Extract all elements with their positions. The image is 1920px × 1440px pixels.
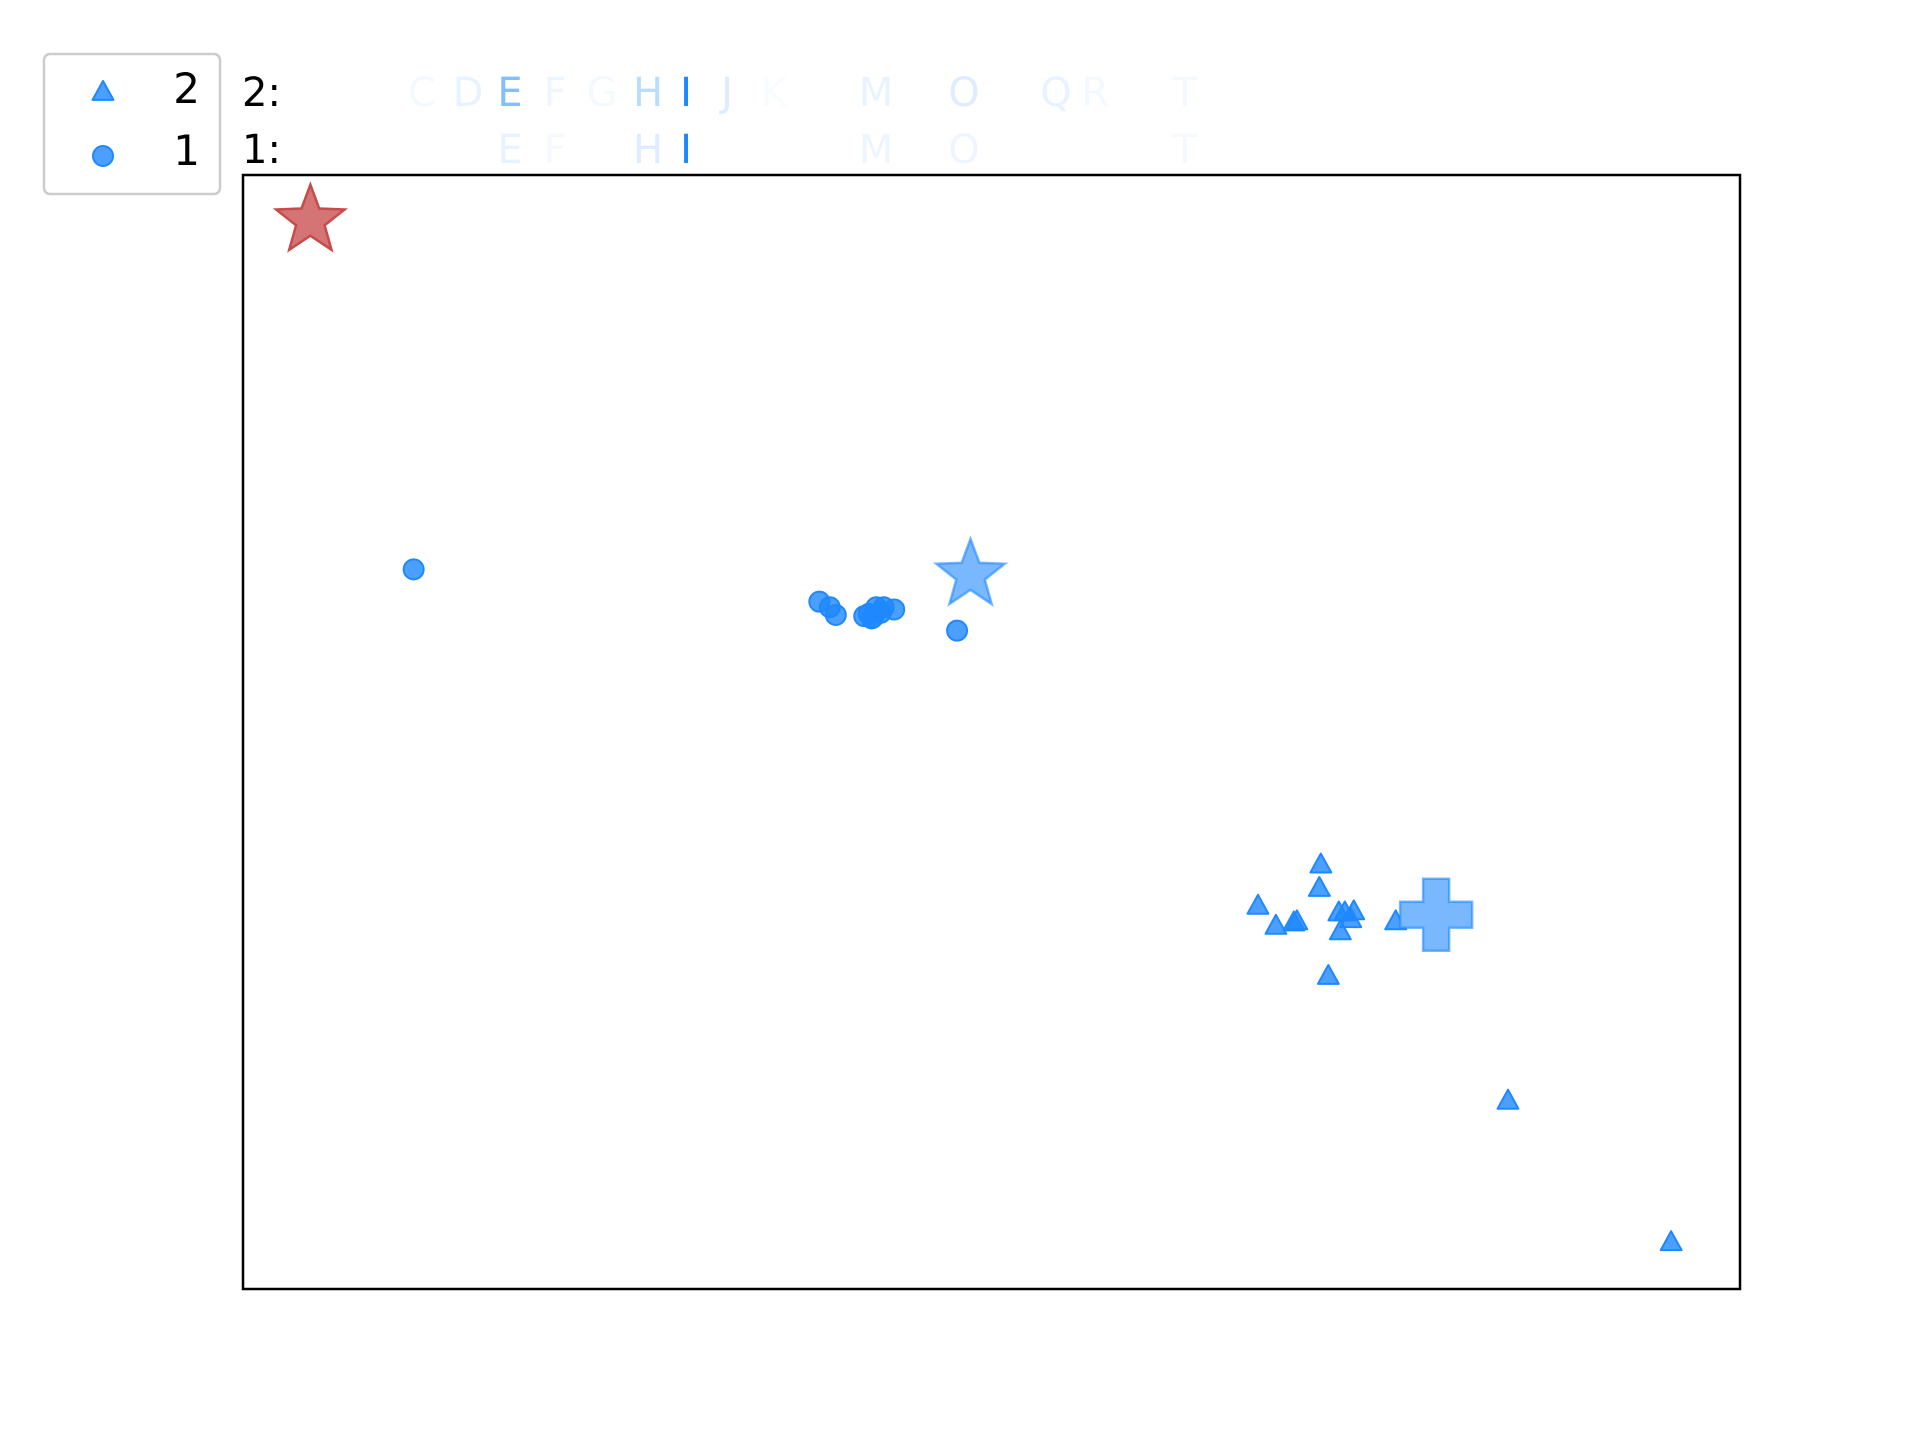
centroid-star-series-1 [932, 535, 1009, 608]
outlier-star-marker [272, 181, 349, 253]
letter-D: D [453, 70, 484, 116]
letter-O: O [948, 127, 979, 173]
legend-label-2: 2 [173, 64, 200, 113]
letter-T: T [1172, 127, 1198, 173]
data-point-series-2 [1307, 876, 1331, 897]
legend-box [42, 52, 222, 196]
letter-I: I [680, 127, 692, 173]
letter-row-label-2: 2: [242, 70, 281, 116]
plot-frame [241, 173, 1742, 1291]
letter-H: H [633, 127, 663, 173]
centroid-plus-series-2 [1398, 877, 1474, 952]
data-point-series-1 [402, 558, 425, 581]
legend-entry-1: 1 [92, 126, 200, 175]
data-point-series-2 [1264, 913, 1288, 935]
legend-label-1: 1 [173, 126, 200, 175]
data-point-series-1 [946, 619, 969, 642]
data-point-series-2 [1309, 852, 1333, 874]
data-points [402, 558, 1683, 1252]
letter-C: C [408, 70, 436, 116]
letter-R: R [1081, 70, 1109, 116]
legend-triangle-icon [91, 80, 115, 101]
legend-circle-icon [92, 145, 114, 167]
data-point-series-2 [1328, 919, 1352, 941]
data-point-series-2 [1246, 893, 1270, 915]
letter-M: M [859, 127, 894, 173]
data-point-series-2 [1659, 1230, 1683, 1252]
data-point-series-1 [862, 606, 885, 629]
letter-F: F [543, 127, 566, 173]
letter-H: H [633, 70, 663, 116]
letter-Q: Q [1040, 70, 1071, 116]
data-point-series-1 [824, 604, 847, 627]
letter-O: O [948, 70, 979, 116]
legend: 2 1 [42, 52, 222, 196]
data-point-series-1 [883, 598, 906, 621]
letter-E: E [497, 70, 522, 116]
data-point-series-2 [1496, 1088, 1520, 1110]
letter-M: M [859, 70, 894, 116]
data-point-series-2 [1316, 964, 1340, 985]
letter-E: E [497, 127, 522, 173]
letter-G: G [587, 70, 618, 116]
letter-K: K [761, 70, 789, 116]
outlier-markers [272, 181, 349, 253]
letter-F: F [543, 70, 566, 116]
centroid-markers [932, 535, 1474, 952]
letter-row-label-1: 1: [242, 127, 281, 173]
legend-entry-2: 2 [91, 64, 200, 113]
legend-marker-circle [92, 145, 114, 167]
letter-J: J [718, 70, 733, 116]
letter-T: T [1172, 70, 1198, 116]
data-point-series-2 [1339, 907, 1363, 929]
data-point-series-2 [1285, 909, 1309, 931]
legend-marker-triangle [91, 80, 115, 101]
letter-I: I [680, 70, 692, 116]
